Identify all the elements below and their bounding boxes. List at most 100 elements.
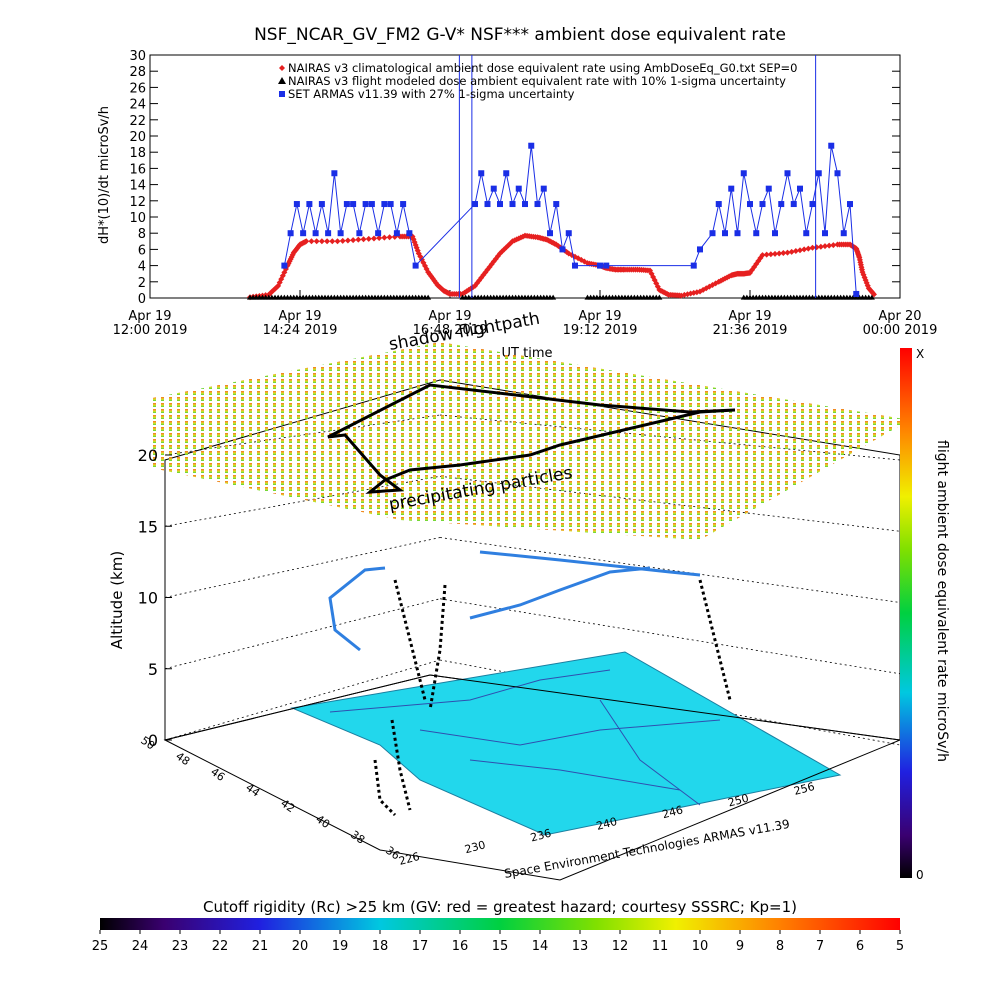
nairas-climatological-point: [826, 242, 833, 249]
armas-point: [847, 201, 853, 208]
dose-colorbar-top-label: X: [916, 347, 924, 361]
rigidity-tick-label: 17: [412, 939, 429, 954]
armas-point: [809, 201, 816, 208]
legend-marker: [279, 65, 285, 71]
y-tick-label: 22: [129, 114, 146, 129]
armas-point: [325, 230, 332, 237]
armas-point: [747, 201, 753, 208]
nairas-climatological-point: [772, 250, 778, 257]
nairas-climatological-point: [801, 246, 808, 253]
armas-point: [393, 230, 400, 237]
armas-point: [822, 230, 828, 237]
lon-tick-label: 250: [727, 792, 751, 810]
legend-label: SET ARMAS v11.39 with 27% 1-sigma uncert…: [288, 87, 575, 101]
x-tick-label-time: 19:12 2019: [563, 323, 638, 338]
lat-tick-label: 44: [243, 781, 262, 800]
lon-tick-label: 246: [661, 803, 685, 821]
nairas-flight-point: [550, 294, 557, 300]
rigidity-tick-label: 5: [896, 939, 904, 954]
armas-point: [293, 201, 300, 208]
y-tick-label: 18: [129, 146, 146, 161]
legend: NAIRAS v3 climatological ambient dose eq…: [278, 61, 797, 101]
rigidity-colorbar-label: Cutoff rigidity (Rc) >25 km (GV: red = g…: [203, 898, 797, 916]
armas-point: [306, 201, 313, 208]
legend-label: NAIRAS v3 flight modeled dose ambient eq…: [288, 74, 786, 88]
nairas-climatological-point: [329, 238, 336, 245]
rigidity-tick-label: 18: [372, 939, 389, 954]
armas-point: [509, 201, 516, 208]
x-tick-label-time: 14:24 2019: [263, 323, 338, 338]
armas-point: [784, 170, 791, 177]
rigidity-tick-label: 19: [332, 939, 349, 954]
x-tick-label-time: 00:00 2019: [863, 323, 938, 338]
armas-point: [797, 185, 803, 192]
y-tick-label: 10: [129, 211, 146, 226]
z-tick-label: 15: [138, 517, 158, 536]
rigidity-tick-label: 13: [572, 939, 589, 954]
armas-point: [597, 262, 603, 269]
rigidity-tick-label: 23: [172, 939, 189, 954]
armas-point: [553, 201, 560, 208]
armas-point: [478, 170, 485, 177]
armas-point: [722, 230, 728, 237]
nairas-climatological-point: [797, 247, 803, 254]
armas-point: [387, 201, 394, 208]
floor: [163, 674, 902, 881]
rigidity-tick-label: 16: [452, 939, 469, 954]
y-tick-label: 16: [129, 162, 146, 177]
armas-point: [281, 262, 288, 269]
armas-point: [534, 201, 541, 208]
nairas-climatological-point: [792, 248, 799, 255]
armas-point: [572, 262, 578, 269]
nairas-climatological-point: [318, 238, 325, 245]
armas-point: [490, 185, 497, 192]
nairas-climatological-point: [788, 248, 795, 255]
nairas-climatological-point: [776, 250, 783, 257]
flight-track-colored: [328, 550, 701, 652]
armas-point: [803, 230, 810, 237]
nairas-climatological-point: [822, 243, 828, 250]
nairas-climatological-point: [370, 235, 377, 242]
legend-marker: [278, 77, 286, 84]
y-tick-label: 28: [129, 65, 146, 80]
armas-point: [603, 262, 610, 269]
armas-point: [406, 230, 413, 237]
series-nairas-flight: [247, 294, 875, 300]
chart-title: NSF_NCAR_GV_FM2 G-V* NSF*** ambient dose…: [254, 25, 786, 45]
y-tick-label: 8: [138, 227, 146, 242]
nairas-climatological-point: [381, 234, 388, 241]
nairas-climatological-point: [805, 245, 812, 252]
z-axis-label: Altitude (km): [108, 551, 126, 649]
lon-tick-label: 230: [463, 838, 487, 856]
lon-tick-label: 256: [792, 780, 816, 798]
rigidity-colorbar: [100, 918, 900, 930]
y-axis-label: dH*(10)/dt microSv/h: [97, 106, 112, 244]
y-tick-label: 4: [138, 260, 146, 275]
x-tick-label-time: 21:36 2019: [713, 323, 788, 338]
wall-gridline: [164, 598, 441, 670]
armas-point: [709, 230, 716, 237]
lon-tick-label: 236: [529, 827, 553, 845]
nairas-flight-point: [868, 294, 875, 300]
ground-map: [290, 651, 842, 836]
armas-point: [697, 246, 703, 253]
series-nairas-climatological: [247, 232, 877, 301]
rigidity-tick-label: 9: [736, 939, 744, 954]
z-tick-label: 10: [138, 589, 158, 608]
armas-point: [368, 201, 375, 208]
rigidity-ticks: 25 24 23 22 21 20 19 18 17 16 15 14 13 12 11 10 9 8 7 6 5: [92, 930, 904, 954]
z-tick-label: 20: [138, 446, 158, 465]
flight-track-descent: [373, 579, 732, 817]
rigidity-tick-label: 11: [652, 939, 669, 954]
nairas-climatological-point: [313, 238, 320, 245]
armas-point: [400, 201, 407, 208]
nairas-climatological-point: [507, 240, 514, 247]
lon-tick-label: 240: [595, 815, 619, 833]
rigidity-tick-label: 14: [532, 939, 549, 954]
armas-point: [331, 170, 338, 177]
armas-point: [503, 170, 510, 177]
armas-point: [515, 185, 522, 192]
armas-point: [375, 230, 382, 237]
armas-point: [312, 230, 319, 237]
rigidity-tick-label: 15: [492, 939, 509, 954]
